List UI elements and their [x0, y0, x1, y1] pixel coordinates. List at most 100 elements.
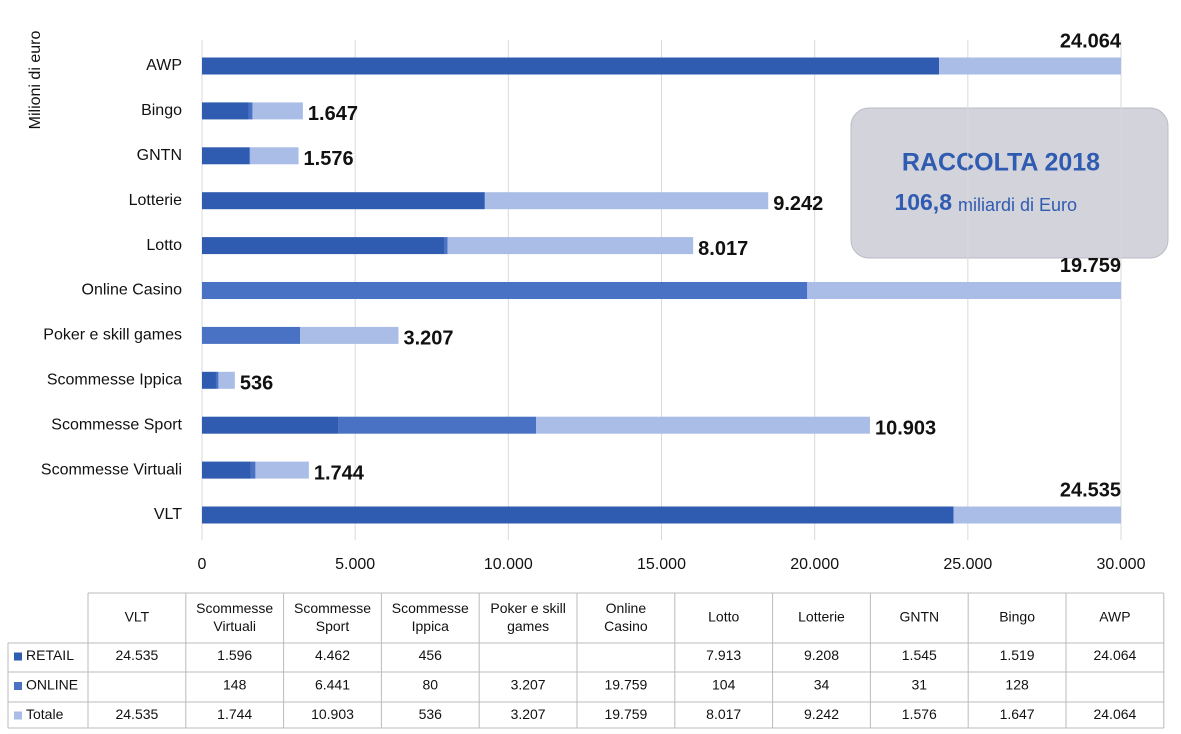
bar-segment — [202, 57, 940, 75]
table-cell: 10.903 — [311, 706, 354, 722]
table-cell: 80 — [423, 677, 439, 693]
category-label: Scommesse Virtuali — [41, 461, 182, 478]
table-cell: 34 — [814, 677, 830, 693]
bar-segment — [807, 282, 1121, 299]
table-header: Online Casino — [604, 600, 648, 634]
bar-segment — [255, 461, 309, 479]
category-label: Lotto — [146, 237, 182, 254]
bar-segment — [248, 102, 253, 120]
table-header: Scommesse Ippica — [392, 600, 469, 634]
bar-segment — [447, 237, 694, 255]
table-header: Lotterie — [798, 609, 845, 625]
bar-segment — [300, 326, 399, 344]
x-tick-label: 30.000 — [1097, 556, 1146, 573]
bars — [202, 57, 1121, 524]
table-cell: 456 — [419, 647, 443, 663]
table-cell: 24.064 — [1093, 647, 1136, 663]
data-label: 1.576 — [304, 148, 354, 170]
bar-segment — [250, 461, 256, 479]
table-header: Poker e skill games — [490, 600, 565, 634]
legend-label: ONLINE — [26, 677, 78, 693]
data-label: 24.064 — [1060, 30, 1122, 52]
bar-segment — [939, 57, 1121, 75]
category-label: VLT — [154, 506, 182, 523]
data-label: 1.647 — [308, 103, 358, 125]
table-cell: 128 — [1005, 677, 1029, 693]
bar-segment — [215, 371, 219, 389]
bar-segment — [202, 147, 250, 165]
data-label: 24.535 — [1060, 479, 1121, 501]
legend-label: Totale — [26, 706, 64, 722]
category-label: Lotterie — [129, 192, 182, 209]
x-tick-label: 10.000 — [484, 556, 533, 573]
annotation-unit: miliardi di Euro — [958, 195, 1077, 215]
category-label: GNTN — [137, 147, 182, 164]
table-cell: 24.064 — [1093, 706, 1136, 722]
data-label: 9.242 — [773, 193, 823, 215]
annotation-amount: 106,8 — [894, 189, 952, 215]
table-cell: 19.759 — [604, 677, 647, 693]
table-header: Bingo — [999, 609, 1035, 625]
category-label: Scommesse Sport — [51, 416, 182, 433]
category-label: Online Casino — [82, 282, 183, 299]
table-cell: 24.535 — [115, 706, 158, 722]
table-cell: 1.596 — [217, 647, 252, 663]
bar-segment — [338, 416, 536, 434]
x-tick-label: 15.000 — [637, 556, 686, 573]
x-tick-label: 5.000 — [335, 556, 375, 573]
table-cell: 1.744 — [217, 706, 252, 722]
table-cell: 104 — [712, 677, 736, 693]
legend-label: RETAIL — [26, 647, 74, 663]
bar-segment — [250, 147, 299, 165]
annotation-box — [850, 107, 1169, 259]
table-cell: 9.208 — [804, 647, 839, 663]
table-cell: 1.519 — [1000, 647, 1035, 663]
bar-segment — [444, 237, 448, 255]
table-header: GNTN — [899, 609, 939, 625]
table-cell: 8.017 — [706, 706, 741, 722]
x-tick-label: 25.000 — [943, 556, 992, 573]
table-cell: 1.647 — [1000, 706, 1035, 722]
table-cell: 1.576 — [902, 706, 937, 722]
bar-segment — [202, 282, 808, 299]
table-header: VLT — [125, 609, 150, 625]
data-label: 1.744 — [314, 462, 365, 484]
table-cell: 3.207 — [511, 677, 546, 693]
bar-segment — [202, 237, 445, 255]
category-label: AWP — [146, 57, 182, 74]
x-tick-label: 20.000 — [790, 556, 839, 573]
table-cell: 536 — [419, 706, 443, 722]
bar-segment — [202, 461, 251, 479]
table-cell: 9.242 — [804, 706, 839, 722]
data-label: 536 — [240, 373, 273, 395]
bar-segment — [202, 192, 485, 210]
data-label: 8.017 — [698, 238, 748, 260]
bar-segment — [484, 192, 486, 210]
category-label: Bingo — [141, 102, 182, 119]
bar-segment — [202, 506, 954, 524]
bar-segment — [485, 192, 769, 210]
bar-segment — [953, 506, 1121, 524]
data-label: 10.903 — [875, 417, 936, 439]
table-header: Lotto — [708, 609, 739, 625]
bar-segment — [249, 147, 251, 165]
bar-segment — [535, 416, 870, 434]
data-label: 3.207 — [403, 328, 453, 350]
table-cell: 31 — [912, 677, 928, 693]
category-label: Scommesse Ippica — [47, 372, 182, 389]
bar-segment — [202, 102, 249, 120]
category-label: Poker e skill games — [43, 327, 182, 344]
table-cell: 3.207 — [511, 706, 546, 722]
table-cell: 7.913 — [706, 647, 741, 663]
annotation-title: RACCOLTA 2018 — [902, 149, 1100, 177]
bar-segment — [202, 416, 339, 434]
table-cell: 6.441 — [315, 677, 350, 693]
table-header: Scommesse Sport — [294, 600, 371, 634]
table-cell: 148 — [223, 677, 247, 693]
y-axis-label: Milioni di euro — [27, 31, 44, 130]
table-header: Scommesse Virtuali — [196, 600, 273, 634]
bar-segment — [202, 371, 216, 389]
bar-segment — [252, 102, 303, 120]
